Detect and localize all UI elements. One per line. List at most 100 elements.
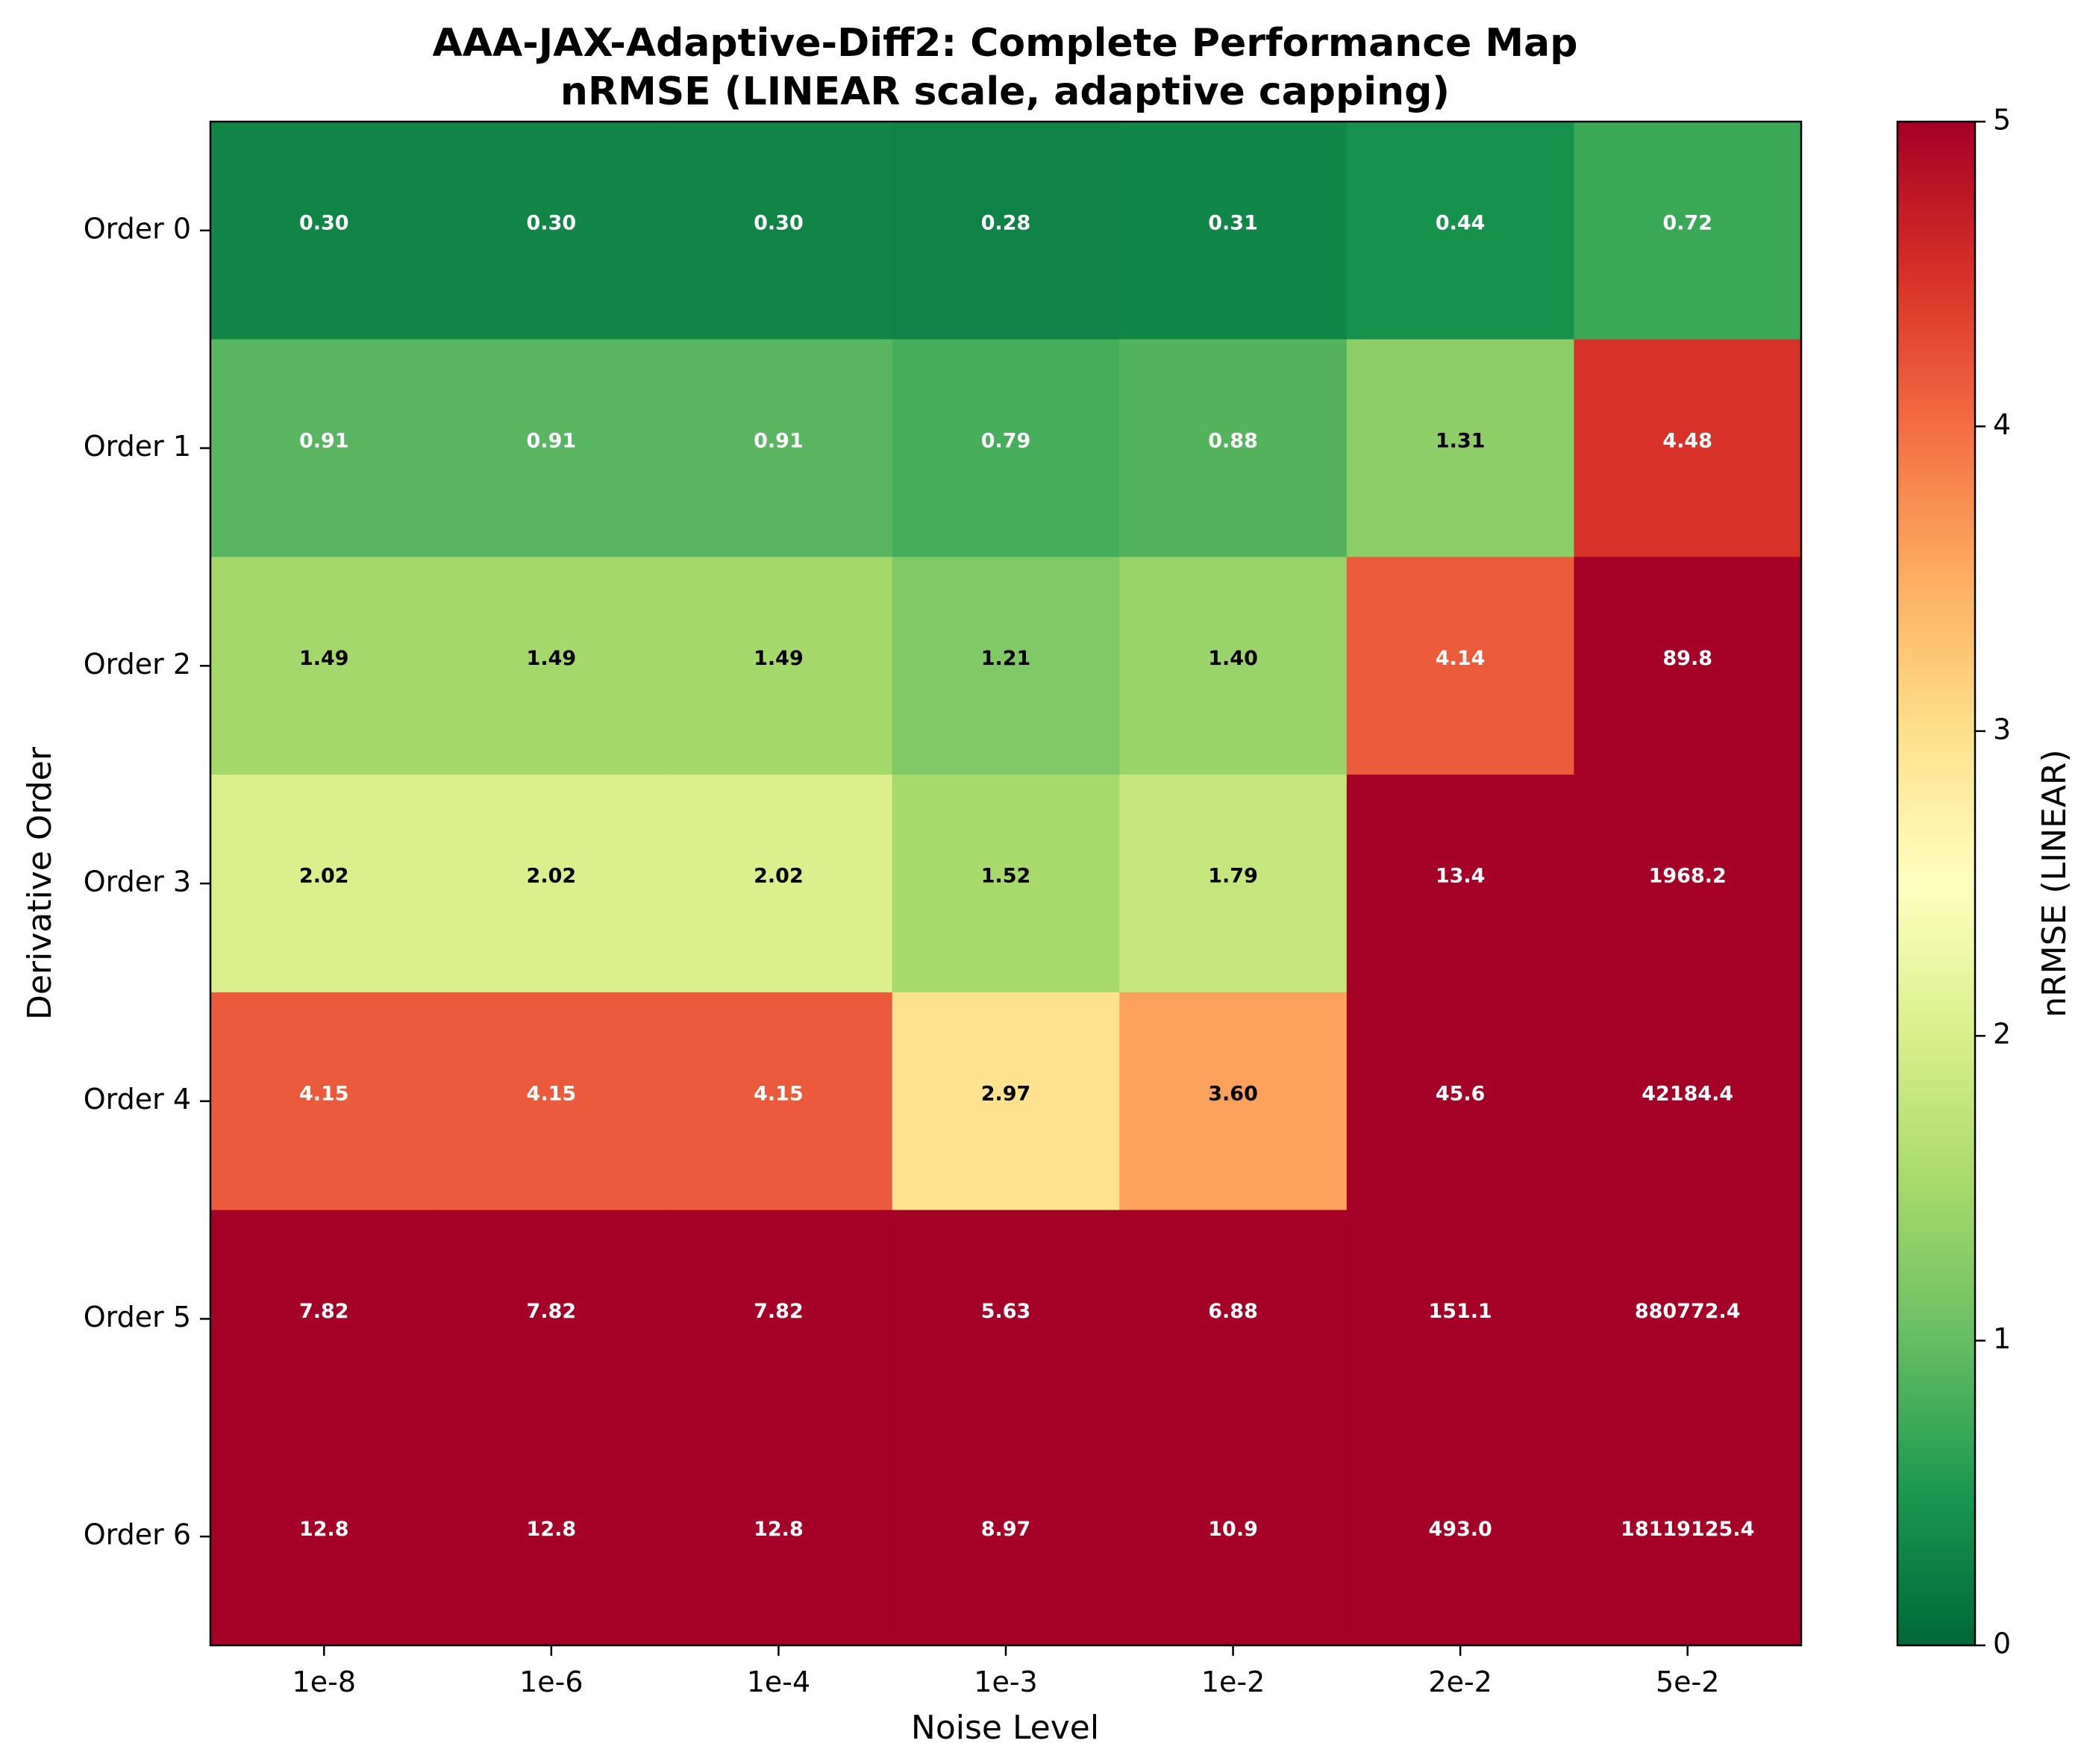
cell-value-label: 2.02 — [527, 865, 577, 888]
heatmap-cell — [1119, 557, 1348, 775]
cell-value-label: 1.52 — [981, 865, 1031, 888]
cell-value-label: 18119125.4 — [1621, 1518, 1754, 1541]
heatmap-cell — [1119, 1427, 1348, 1646]
cell-value-label: 4.15 — [299, 1082, 349, 1105]
heatmap-cell — [210, 992, 439, 1211]
cell-value-label: 4.15 — [754, 1082, 804, 1105]
heatmap-cell — [1346, 775, 1575, 993]
heatmap-cell — [892, 557, 1120, 775]
cell-value-label: 1.49 — [754, 647, 804, 670]
x-tick-label: 1e-4 — [747, 1666, 810, 1698]
cell-value-label: 0.31 — [1208, 212, 1258, 235]
heatmap-cell — [1119, 775, 1348, 993]
heatmap-cell — [210, 1210, 439, 1428]
y-tick-label: Order 6 — [84, 1519, 191, 1551]
cell-value-label: 12.8 — [754, 1518, 804, 1541]
x-tick-label: 2e-2 — [1428, 1666, 1492, 1698]
heatmap-cell — [1119, 992, 1348, 1211]
cell-value-label: 1.40 — [1208, 647, 1258, 670]
heatmap-cell-labels: 0.30 0.30 0.30 0.28 0.31 0.44 0.72 0.91 0.91 0.91… — [299, 212, 1754, 1541]
cell-value-label: 13.4 — [1436, 865, 1486, 888]
cell-value-label: 7.82 — [299, 1300, 349, 1323]
cell-value-label: 7.82 — [754, 1300, 804, 1323]
cell-value-label: 12.8 — [527, 1518, 577, 1541]
y-tick-label: Order 4 — [84, 1083, 191, 1116]
y-tick-label: Order 5 — [84, 1301, 191, 1333]
x-axis-label: Noise Level — [911, 1709, 1099, 1747]
heatmap-cell — [1574, 775, 1802, 993]
cell-value-label: 880772.4 — [1635, 1300, 1741, 1323]
heatmap-cell — [892, 992, 1120, 1211]
chart-title-line-2: nRMSE (LINEAR scale, adaptive capping) — [560, 69, 1450, 114]
cell-value-label: 0.72 — [1662, 212, 1712, 235]
heatmap-cell — [1574, 1210, 1802, 1428]
cell-value-label: 5.63 — [981, 1300, 1031, 1323]
heatmap-cell — [1119, 1210, 1348, 1428]
heatmap-cell — [437, 1427, 666, 1646]
cell-value-label: 1.49 — [527, 647, 577, 670]
cell-value-label: 4.14 — [1436, 647, 1486, 670]
colorbar-tick-label: 1 — [1993, 1322, 2011, 1355]
cell-value-label: 4.15 — [527, 1082, 577, 1105]
cell-value-label: 0.30 — [754, 212, 804, 235]
heatmap-cell — [210, 557, 439, 775]
heatmap-cell — [665, 1210, 893, 1428]
colorbar — [1896, 120, 1977, 1647]
heatmap-cell — [665, 557, 893, 775]
x-tick-label: 5e-2 — [1656, 1666, 1719, 1698]
cell-value-label: 7.82 — [527, 1300, 577, 1323]
cell-value-label: 1.49 — [299, 647, 349, 670]
heatmap-cell — [1346, 992, 1575, 1211]
heatmap-cell — [210, 775, 439, 993]
cell-value-label: 151.1 — [1428, 1300, 1492, 1323]
cell-value-label: 4.48 — [1662, 429, 1712, 452]
colorbar-ticks: 0 1 2 3 4 5 — [1975, 104, 2011, 1660]
heatmap-cell — [437, 775, 666, 993]
heatmap-cell — [665, 339, 893, 558]
cell-value-label: 1.31 — [1436, 429, 1486, 452]
heatmap-cell — [665, 775, 893, 993]
y-axis-label: Derivative Order — [21, 746, 59, 1020]
heatmap-cell — [1346, 122, 1575, 340]
heatmap-cell — [437, 557, 666, 775]
heatmap-cell — [1574, 557, 1802, 775]
heatmap-cell — [665, 122, 893, 340]
heatmap-cell — [892, 775, 1120, 993]
y-tick-label: Order 0 — [84, 212, 191, 245]
cell-value-label: 3.60 — [1208, 1082, 1258, 1105]
cell-value-label: 0.88 — [1208, 429, 1258, 452]
cell-value-label: 1.21 — [981, 647, 1031, 670]
heatmap-cell — [210, 339, 439, 558]
x-tick-label: 1e-2 — [1201, 1666, 1265, 1698]
heatmap-cell — [210, 122, 439, 340]
heatmap-cell — [437, 1210, 666, 1428]
heatmap-cell — [1574, 339, 1802, 558]
heatmap-cell — [892, 1427, 1120, 1646]
heatmap-cell — [892, 339, 1120, 558]
colorbar-tick-label: 3 — [1993, 713, 2011, 745]
heatmap-cell — [1346, 339, 1575, 558]
y-axis-ticks: Order 0 Order 1 Order 2 Order 3 Order 4 Order… — [84, 212, 210, 1551]
y-tick-label: Order 3 — [84, 866, 191, 898]
cell-value-label: 0.28 — [981, 212, 1031, 235]
cell-value-label: 493.0 — [1428, 1518, 1492, 1541]
heatmap-cell — [892, 122, 1120, 340]
cell-value-label: 2.02 — [299, 865, 349, 888]
heatmap-cell — [1119, 339, 1348, 558]
cell-value-label: 1968.2 — [1649, 865, 1727, 888]
heatmap-cell — [1119, 122, 1348, 340]
heatmap-cell — [1574, 122, 1802, 340]
heatmap-cell — [892, 1210, 1120, 1428]
heatmap-cell — [1574, 1427, 1802, 1646]
cell-value-label: 8.97 — [981, 1518, 1031, 1541]
heatmap-cell — [210, 1427, 439, 1646]
cell-value-label: 2.97 — [981, 1082, 1031, 1105]
heatmap-cell — [1346, 1210, 1575, 1428]
cell-value-label: 45.6 — [1436, 1082, 1486, 1105]
x-tick-label: 1e-8 — [292, 1666, 356, 1698]
heatmap-cell — [665, 992, 893, 1211]
colorbar-tick-label: 5 — [1993, 104, 2011, 137]
cell-value-label: 0.79 — [981, 429, 1031, 452]
colorbar-label: nRMSE (LINEAR) — [2035, 749, 2074, 1017]
